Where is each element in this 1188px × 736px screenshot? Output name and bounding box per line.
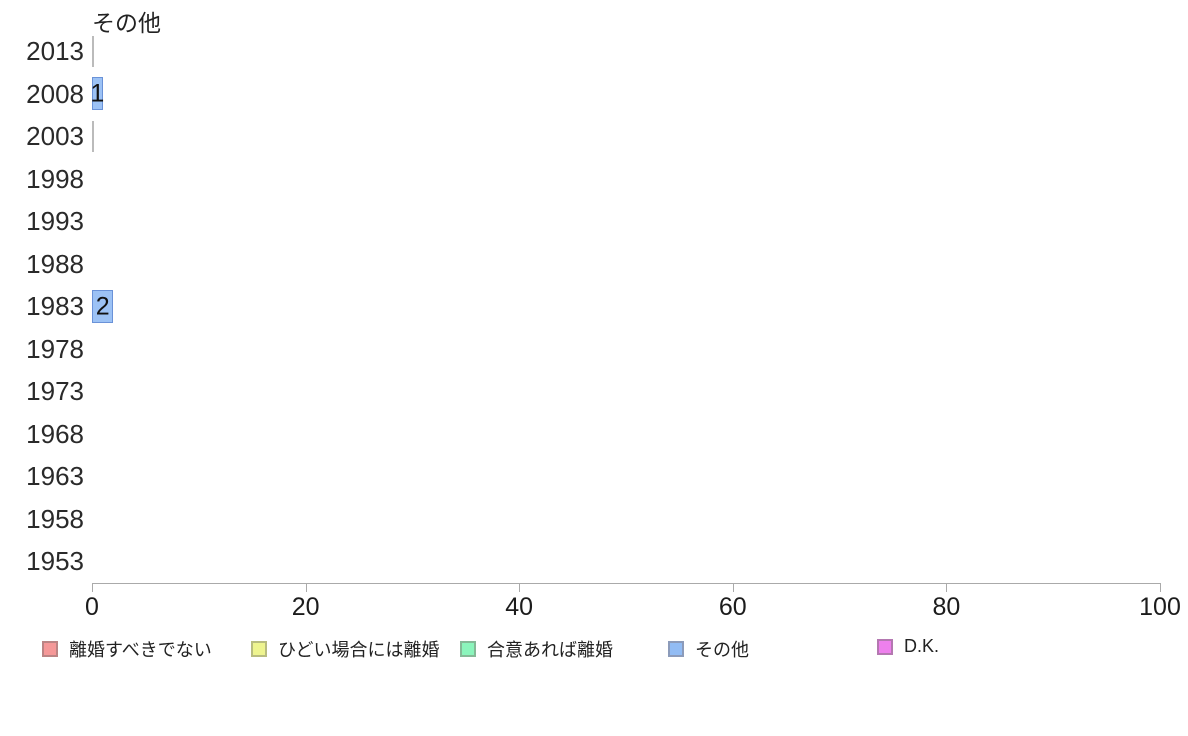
x-axis-tick-label: 20 bbox=[291, 593, 320, 621]
legend-item-label: 合意あれば離婚 bbox=[487, 640, 613, 660]
legend-color-swatch bbox=[251, 641, 267, 657]
x-axis-tick bbox=[305, 583, 307, 592]
legend-item[interactable]: ひどい場合には離婚 bbox=[251, 636, 439, 662]
bar[interactable]: 2 bbox=[92, 290, 114, 323]
legend-item-label: D.K. bbox=[904, 636, 940, 656]
y-axis-label: 1953 bbox=[26, 546, 84, 577]
legend-color-swatch bbox=[877, 638, 893, 655]
zero-value-bar[interactable] bbox=[92, 35, 94, 67]
zero-value-bar[interactable] bbox=[92, 120, 94, 152]
x-axis-line bbox=[92, 583, 1161, 584]
legend-color-swatch bbox=[460, 641, 476, 657]
legend-item-label: 離婚すべきでない bbox=[69, 640, 212, 660]
y-axis-label: 1973 bbox=[26, 376, 84, 407]
x-axis-tick-label: 40 bbox=[505, 593, 534, 621]
y-axis-label: 2008 bbox=[26, 78, 84, 109]
y-axis-label: 1983 bbox=[26, 291, 84, 322]
legend-item-label: ひどい場合には離婚 bbox=[278, 640, 440, 660]
legend-item[interactable]: 離婚すべきでない bbox=[42, 636, 212, 662]
x-axis-tick-label: 80 bbox=[932, 593, 961, 621]
bar[interactable]: 1 bbox=[90, 77, 105, 111]
x-axis-tick-label: 60 bbox=[718, 593, 747, 621]
y-axis-label: 1988 bbox=[26, 248, 84, 279]
legend-item[interactable]: D.K. bbox=[877, 636, 939, 657]
legend-color-swatch bbox=[42, 641, 58, 657]
legend-item[interactable]: その他 bbox=[668, 636, 749, 662]
y-axis-label: 1958 bbox=[26, 503, 84, 534]
y-axis-label: 1978 bbox=[26, 333, 84, 364]
y-axis-label: 1993 bbox=[26, 206, 84, 237]
y-axis-label: 1998 bbox=[26, 163, 84, 194]
x-axis-tick bbox=[519, 583, 521, 592]
x-axis-tick bbox=[1160, 583, 1161, 592]
x-axis-tick bbox=[946, 583, 948, 592]
bar-value-label: 1 bbox=[90, 79, 105, 108]
y-axis-label: 1963 bbox=[26, 461, 84, 492]
y-axis-label: 2013 bbox=[26, 36, 84, 66]
x-axis-tick-label: 0 bbox=[85, 593, 99, 621]
legend-item-label: その他 bbox=[695, 640, 749, 660]
chart-title: その他 bbox=[92, 10, 161, 36]
bar-value-label: 2 bbox=[95, 292, 110, 320]
y-axis-label: 2003 bbox=[26, 121, 84, 152]
x-axis-tick bbox=[732, 583, 734, 592]
x-axis-tick-label: 100 bbox=[1139, 593, 1181, 621]
legend-color-swatch bbox=[668, 641, 684, 657]
y-axis-label: 1968 bbox=[26, 418, 84, 449]
legend: 離婚すべきでない ひどい場合には離婚 合意あれば離婚 その他 D.K. bbox=[0, 636, 1188, 660]
legend-item[interactable]: 合意あれば離婚 bbox=[460, 636, 613, 662]
x-axis-tick bbox=[92, 583, 93, 592]
